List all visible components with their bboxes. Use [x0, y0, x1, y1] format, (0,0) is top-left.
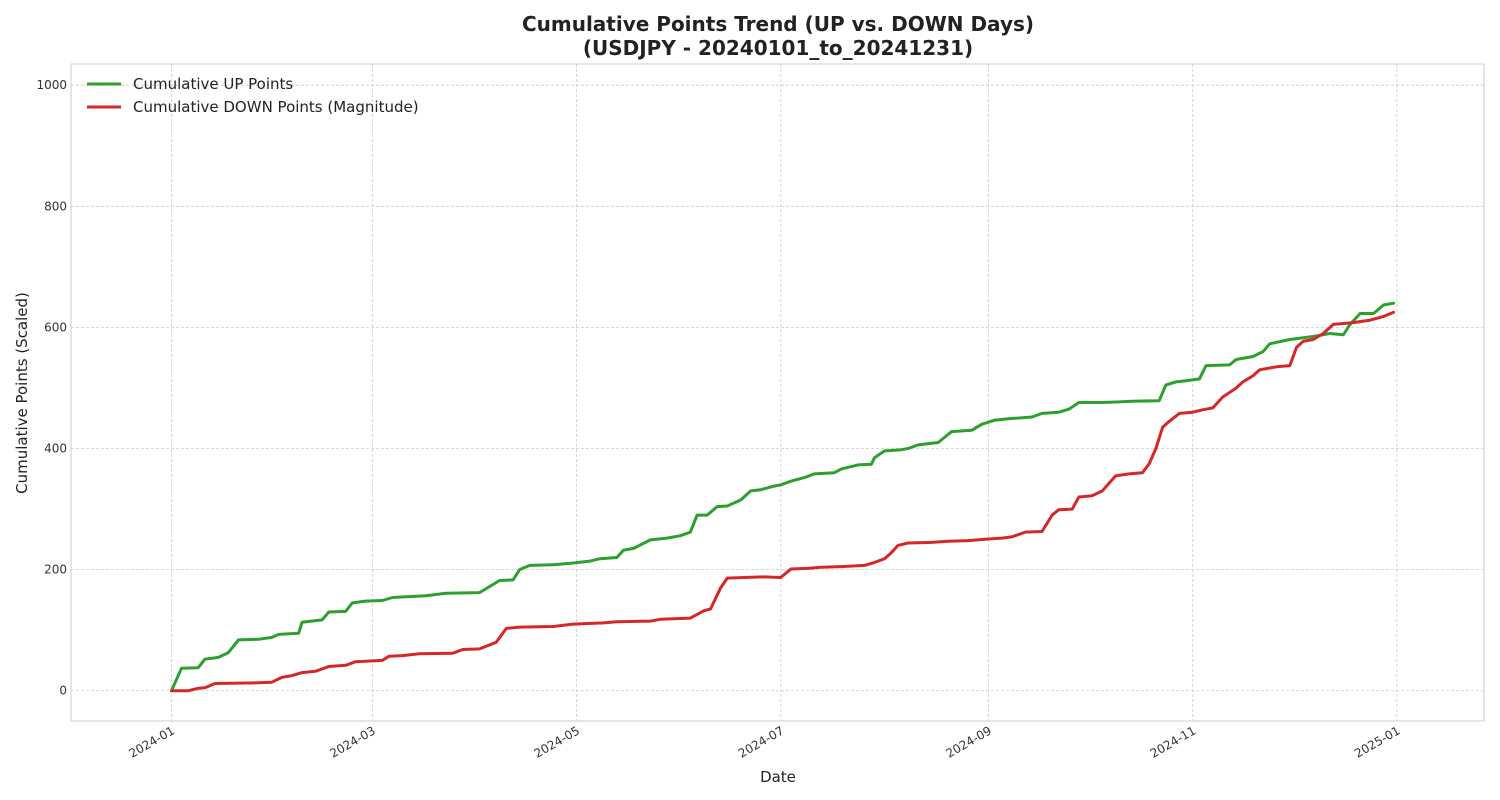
y-tick-label: 600 — [44, 320, 67, 334]
legend-label-up: Cumulative UP Points — [133, 75, 293, 93]
y-tick-labels: 0 200 400 600 800 1000 — [36, 78, 67, 698]
chart-title-line1: Cumulative Points Trend (UP vs. DOWN Day… — [522, 12, 1034, 36]
y-tick-label: 0 — [59, 684, 67, 698]
y-tick-label: 200 — [44, 563, 67, 577]
plot-area-frame — [70, 63, 1485, 722]
legend-label-down: Cumulative DOWN Points (Magnitude) — [133, 98, 419, 116]
chart-title-line2: (USDJPY - 20240101_to_20241231) — [583, 36, 973, 60]
y-tick-label: 400 — [44, 442, 67, 456]
y-tick-label: 1000 — [36, 78, 67, 92]
legend: Cumulative UP Points Cumulative DOWN Poi… — [87, 75, 419, 116]
series-layer — [170, 301, 1396, 693]
y-axis-label: Cumulative Points (Scaled) — [13, 292, 31, 494]
grid-lines — [71, 64, 1484, 721]
x-axis-label: Date — [760, 768, 796, 786]
series-line-down — [170, 310, 1396, 693]
series-line-up — [170, 301, 1396, 693]
y-tick-label: 800 — [44, 199, 67, 213]
